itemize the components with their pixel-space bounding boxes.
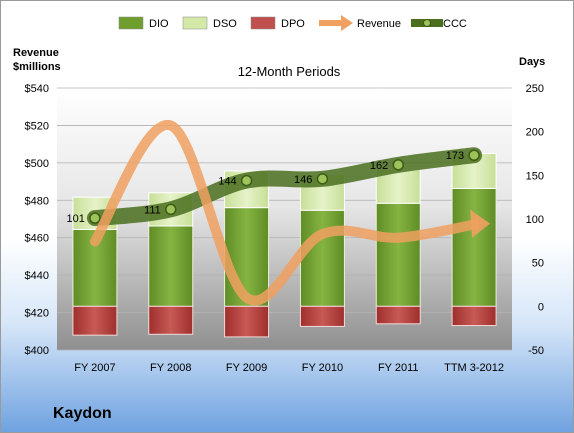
bar-dio — [375, 202, 421, 307]
ccc-labels: 101 111 144 146 162 173 — [67, 150, 465, 225]
legend: DIO DSO DPO Revenue CCC — [118, 15, 467, 31]
left-tick-label: $460 — [25, 233, 49, 245]
bar-dio — [299, 209, 345, 307]
ccc-point — [89, 212, 101, 224]
ccc-data-label: 144 — [218, 176, 236, 188]
left-tick-label: $520 — [25, 120, 49, 132]
legend-label: CCC — [443, 18, 467, 30]
left-axis: $400 $420 $440 $460 $480 $500 $520 $540 — [25, 83, 49, 357]
bar-dio — [451, 187, 497, 307]
bar-dpo — [224, 305, 270, 338]
left-tick-label: $540 — [25, 83, 49, 95]
right-tick-label: 0 — [538, 301, 544, 313]
ccc-data-label: 173 — [446, 150, 464, 162]
ccc-point — [316, 173, 329, 185]
legend-label: DSO — [213, 18, 237, 30]
right-tick-label: 100 — [526, 214, 544, 226]
ccc-point — [165, 203, 177, 216]
legend-label: DPO — [281, 18, 305, 30]
category-label: FY 2007 — [74, 362, 115, 374]
bar-dpo — [72, 305, 118, 336]
ccc-data-label: 162 — [370, 160, 388, 172]
bar-dpo — [451, 305, 497, 327]
ccc-data-label: 101 — [67, 213, 85, 225]
legend-label: DIO — [149, 18, 169, 30]
legend-swatch — [250, 16, 276, 30]
bar-dpo — [299, 305, 345, 327]
right-axis-title: Days — [519, 56, 545, 68]
legend-arrowhead — [341, 15, 353, 31]
category-label: FY 2009 — [226, 362, 267, 374]
bar-dpo — [375, 305, 421, 325]
legend-swatch — [118, 16, 144, 30]
chart-title: 12-Month Periods — [238, 64, 341, 79]
bar-dpo — [148, 305, 194, 335]
line-revenue — [89, 120, 480, 306]
revenue-arrowhead — [470, 209, 491, 238]
bar-dio — [148, 225, 194, 307]
right-tick-label: 250 — [526, 83, 544, 95]
legend-swatch — [182, 16, 208, 30]
ccc-point — [468, 149, 480, 161]
category-label: TTM 3-2012 — [444, 362, 504, 374]
legend-label: Revenue — [357, 18, 401, 30]
line-group — [86, 120, 491, 306]
left-axis-title-line2: $millions — [13, 61, 61, 73]
bar-group — [72, 153, 497, 338]
category-label: FY 2008 — [150, 362, 191, 374]
category-label: FY 2011 — [378, 362, 419, 374]
ccc-point — [392, 159, 404, 171]
ccc-data-label: 146 — [294, 174, 312, 186]
left-tick-label: $480 — [25, 195, 49, 207]
right-tick-label: 200 — [526, 127, 544, 139]
right-axis: -50 0 50 100 150 200 250 — [526, 83, 544, 357]
category-label: FY 2010 — [302, 362, 343, 374]
left-tick-label: $500 — [25, 158, 49, 170]
ccc-data-label: 111 — [144, 204, 161, 216]
right-tick-label: 150 — [526, 170, 544, 182]
left-tick-label: $440 — [25, 270, 49, 282]
left-axis-title-line1: Revenue — [13, 47, 59, 59]
company-name: Kaydon — [53, 405, 112, 422]
right-tick-label: 50 — [532, 258, 544, 270]
ccc-point — [240, 174, 253, 187]
line-ccc — [86, 147, 483, 227]
legend-ccc-point — [423, 19, 431, 27]
x-axis: FY 2007 FY 2008 FY 2009 FY 2010 FY 2011 TTM 3… — [74, 362, 504, 374]
right-tick-label: -50 — [528, 345, 544, 357]
left-tick-label: $400 — [25, 345, 49, 357]
left-tick-label: $420 — [25, 308, 49, 320]
